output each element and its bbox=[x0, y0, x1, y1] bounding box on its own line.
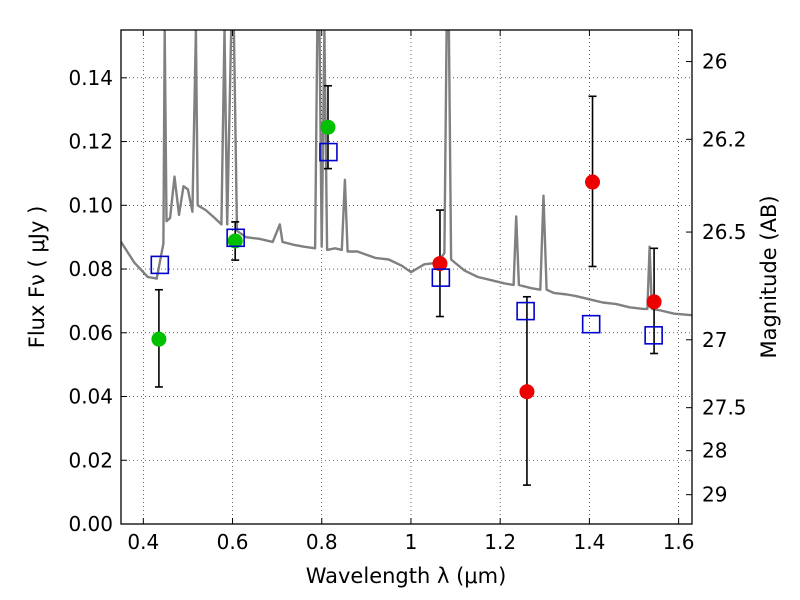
model-point bbox=[431, 268, 451, 287]
data-markers bbox=[150, 84, 663, 486]
model-point bbox=[150, 255, 170, 275]
right-tick-label: 29 bbox=[702, 483, 727, 507]
y-tick-label: 0.10 bbox=[68, 193, 113, 217]
x-tick-label: 1.6 bbox=[663, 530, 695, 554]
right-tick-label: 26.5 bbox=[702, 220, 747, 244]
y-tick-label: 0.14 bbox=[68, 66, 113, 90]
x-tick-label: 0.4 bbox=[127, 530, 159, 554]
x-axis-label: Wavelength λ (μm) bbox=[306, 564, 507, 588]
sed-spectrum-line bbox=[121, 30, 692, 317]
model-point bbox=[319, 142, 338, 162]
model-point bbox=[516, 301, 535, 321]
y-tick-label: 0.12 bbox=[68, 130, 113, 154]
axis-ticks: 0.4 0.6 0.8 1 1.2 1.4 1.6 0.00 0.02 0.04 0.06 0.08 0… bbox=[68, 30, 747, 554]
y-tick-label: 0.00 bbox=[68, 512, 113, 536]
right-tick-label: 26 bbox=[702, 50, 727, 74]
right-tick-label: 28 bbox=[702, 439, 727, 463]
right-axis-label: Magnitude (AB) bbox=[757, 195, 781, 358]
x-tick-label: 1.4 bbox=[573, 530, 605, 554]
model-point bbox=[644, 326, 663, 345]
data-point bbox=[227, 233, 243, 249]
model-point bbox=[226, 228, 245, 248]
right-tick-label: 27 bbox=[702, 328, 727, 352]
y-tick-label: 0.06 bbox=[68, 321, 113, 345]
x-tick-label: 0.6 bbox=[217, 530, 249, 554]
right-tick-label: 26.2 bbox=[702, 127, 747, 151]
plot-frame bbox=[120, 29, 693, 525]
right-tick-label: 27.5 bbox=[702, 396, 747, 420]
model-point bbox=[581, 314, 601, 334]
sed-spectrum bbox=[121, 30, 692, 317]
data-point bbox=[320, 119, 336, 135]
data-point bbox=[151, 331, 167, 347]
y-tick-label: 0.04 bbox=[68, 385, 113, 409]
data-point bbox=[646, 294, 662, 310]
data-point bbox=[585, 174, 601, 190]
x-tick-label: 0.8 bbox=[306, 530, 338, 554]
x-tick-label: 1.2 bbox=[484, 530, 516, 554]
y-tick-label: 0.02 bbox=[68, 448, 113, 472]
y-axis-label: Flux Fν ( μJy ) bbox=[25, 206, 49, 349]
x-tick-label: 1 bbox=[405, 530, 418, 554]
data-point bbox=[432, 256, 448, 272]
y-tick-label: 0.08 bbox=[68, 257, 113, 281]
data-point bbox=[519, 384, 535, 400]
